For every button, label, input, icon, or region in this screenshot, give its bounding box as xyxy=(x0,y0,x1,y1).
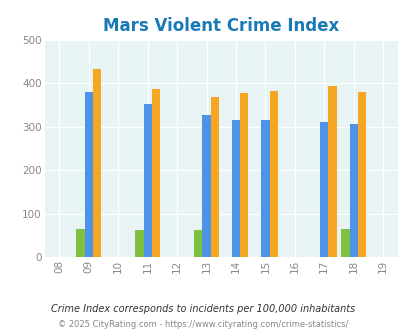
Bar xyxy=(151,89,160,257)
Bar xyxy=(320,122,328,257)
Bar xyxy=(135,230,143,257)
Bar xyxy=(328,86,336,257)
Bar xyxy=(85,92,93,257)
Bar xyxy=(93,69,101,257)
Bar xyxy=(341,229,349,257)
Title: Mars Violent Crime Index: Mars Violent Crime Index xyxy=(103,17,339,35)
Bar xyxy=(239,93,248,257)
Text: © 2025 CityRating.com - https://www.cityrating.com/crime-statistics/: © 2025 CityRating.com - https://www.city… xyxy=(58,319,347,329)
Bar xyxy=(76,229,85,257)
Bar xyxy=(202,115,210,257)
Bar xyxy=(269,90,277,257)
Bar xyxy=(194,230,202,257)
Bar xyxy=(357,92,365,257)
Bar xyxy=(210,97,218,257)
Text: Crime Index corresponds to incidents per 100,000 inhabitants: Crime Index corresponds to incidents per… xyxy=(51,304,354,314)
Bar xyxy=(261,120,269,257)
Bar xyxy=(143,104,151,257)
Bar xyxy=(349,124,357,257)
Bar xyxy=(231,120,239,257)
